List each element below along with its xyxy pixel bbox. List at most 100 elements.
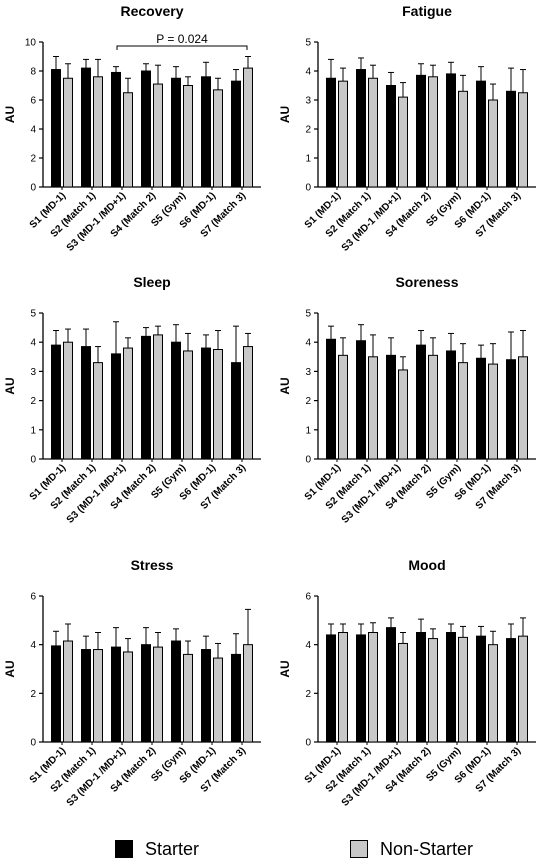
bar-starter [231,653,241,743]
bar-starter [171,341,181,460]
y-tick-label: 2 [305,125,311,136]
y-tick-label: 0 [30,183,36,194]
bar-starter [201,347,211,460]
y-tick-label: 3 [305,367,311,378]
bar-non-starter [213,89,223,188]
chart-title: Mood [408,557,445,573]
bar-non-starter [518,635,528,743]
y-tick-label: 3 [305,96,311,107]
y-tick-label: 0 [30,455,36,466]
y-tick-label: 4 [305,67,311,78]
bar-starter [506,359,516,460]
bar-starter [141,644,151,743]
y-tick-label: 4 [305,640,311,651]
legend-non-starter-label: Non-Starter [380,838,474,859]
bar-non-starter [63,77,73,188]
bar-starter [51,344,61,460]
bar-non-starter [398,369,408,460]
significance-bracket [116,45,248,50]
bar-starter [476,357,486,460]
bar-starter [416,344,426,460]
chart-title: Fatigue [402,3,452,19]
legend-non-starter-swatch [350,840,368,858]
bar-starter [506,638,516,743]
y-axis-label: AU [278,106,292,123]
bar-non-starter [243,346,253,460]
y-tick-label: 8 [30,67,36,78]
y-tick-label: 5 [305,309,311,320]
y-tick-label: 10 [25,38,37,49]
bar-starter [231,80,241,188]
bar-starter [356,634,366,743]
y-axis-label: AU [278,660,292,677]
bar-non-starter [488,99,498,188]
bar-non-starter [428,76,438,188]
legend-starter-swatch [115,840,133,858]
bar-non-starter [93,649,103,743]
y-tick-label: 6 [30,96,36,107]
bar-non-starter [123,347,133,460]
bar-starter [416,74,426,188]
bar-non-starter [153,83,163,188]
bar-starter [356,340,366,460]
bar-non-starter [93,76,103,188]
y-tick-label: 2 [305,689,311,700]
y-tick-label: 1 [305,425,311,436]
y-tick-label: 1 [305,154,311,165]
bar-starter [171,640,181,743]
bar-starter [231,362,241,460]
y-tick-label: 2 [30,154,36,165]
bar-starter [141,70,151,188]
bar-starter [386,354,396,460]
legend-non-starter: Non-Starter [350,838,473,860]
bar-starter [416,632,426,743]
bar-starter [326,634,336,743]
bar-non-starter [428,354,438,460]
bar-non-starter [458,90,468,188]
bar-non-starter [518,356,528,460]
bar-non-starter [338,354,348,460]
chart-title: Stress [131,557,174,573]
bar-starter [326,77,336,188]
bar-starter [326,338,336,460]
y-tick-label: 6 [30,592,36,603]
y-axis-label: AU [3,377,17,394]
bar-non-starter [123,651,133,743]
chart-title: Soreness [395,274,458,290]
y-tick-label: 4 [30,640,36,651]
bar-starter [506,90,516,188]
bar-non-starter [183,653,193,743]
bar-non-starter [458,362,468,460]
bar-starter [81,346,91,460]
bar-starter [201,649,211,743]
bar-non-starter [368,77,378,188]
bar-non-starter [518,92,528,188]
bar-non-starter [213,349,223,460]
y-tick-label: 5 [305,38,311,49]
bar-non-starter [338,632,348,743]
bar-non-starter [183,350,193,460]
bar-non-starter [153,646,163,743]
bar-non-starter [368,356,378,460]
bar-starter [141,335,151,460]
bar-non-starter [243,644,253,743]
y-tick-label: 4 [30,338,36,349]
bar-starter [81,67,91,188]
y-tick-label: 0 [305,183,311,194]
y-tick-label: 2 [30,396,36,407]
y-tick-label: 0 [305,455,311,466]
bar-starter [476,80,486,188]
y-tick-label: 2 [305,396,311,407]
y-axis-label: AU [3,106,17,123]
y-tick-label: 6 [305,592,311,603]
bar-non-starter [488,644,498,743]
bar-starter [386,85,396,188]
legend-starter-label: Starter [145,838,200,859]
